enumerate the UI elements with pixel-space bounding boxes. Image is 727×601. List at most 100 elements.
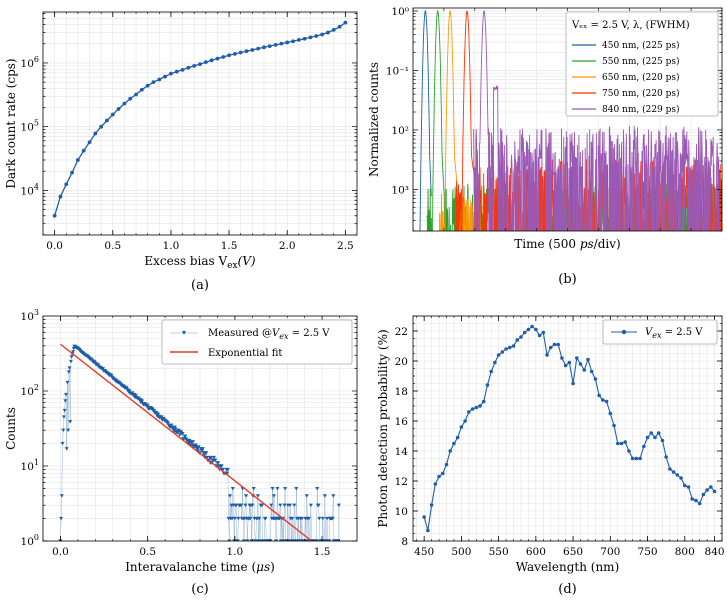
- panel-d-tick-label-y: 18: [395, 386, 408, 398]
- panel-d-data-point: [515, 338, 520, 342]
- panel-d-tick-label-x: 750: [638, 546, 658, 558]
- panel-c-measured-point: [308, 503, 313, 508]
- panel-c-tick-label-y-exp: 0: [34, 533, 39, 542]
- panel-d-data-point: [534, 327, 538, 332]
- panel-c-measured-point: [320, 516, 325, 521]
- panel-a-data-point: [151, 80, 156, 85]
- panel-a-tick-label-x: 1.5: [221, 240, 238, 252]
- panel-c-legend: Measured @Vex = 2.5 V Exponential fit: [161, 319, 353, 365]
- panel-d-data-point: [541, 330, 546, 335]
- panel-d-data-point: [697, 501, 702, 506]
- panel-d-data-point: [526, 327, 531, 332]
- panel-d-data-point: [500, 350, 505, 354]
- panel-c-measured-point: [216, 461, 221, 465]
- panel-d-legend-series: Vex = 2.5 V: [645, 327, 703, 340]
- panel-a-data-point: [331, 28, 336, 32]
- panel-d-tick-label-x: 550: [489, 546, 509, 558]
- panel-c-tick-label-x: 1.0: [227, 546, 244, 558]
- panel-a-x-axis-label: Excess bias Vex(V): [144, 254, 256, 271]
- panel-c-measured-point: [69, 355, 74, 359]
- panel-d-legend-var: V: [645, 327, 654, 338]
- panel-d-data-point: [712, 489, 717, 494]
- panel-a-tick-label-y-exp: 6: [34, 55, 39, 64]
- panel-d-data-point: [653, 435, 657, 440]
- panel-c-legend-measured-var: V: [272, 328, 281, 339]
- panel-c-measured-point: [61, 415, 66, 419]
- panel-a-series-line: [53, 22, 346, 216]
- panel-a-data-point: [116, 107, 121, 111]
- panel-d-data-point: [649, 431, 654, 435]
- panel-c-measured-point: [130, 391, 135, 395]
- panel-c-measured-point: [239, 503, 244, 508]
- panel-c-measured-point: [236, 516, 241, 521]
- panel-d-data-point: [511, 344, 516, 348]
- panel-a-y-axis-label: Dark count rate (cps): [4, 58, 18, 188]
- panel-a-data-point: [192, 63, 197, 68]
- panel-c-measured-point: [234, 503, 239, 508]
- panel-b-legend: Vₑₓ = 2.5 V, λ, (FWHM) 450 nm, (225 ps) 5…: [565, 11, 719, 117]
- panel-c-measured-point: [322, 494, 327, 498]
- panel-a-caption: (a): [191, 278, 209, 293]
- panel-c-legend-box: [161, 319, 353, 365]
- panel-c-measured-point: [244, 494, 249, 498]
- panel-c-measured-point: [101, 367, 106, 371]
- panel-c-tick-label-y-exp: 1: [34, 458, 39, 467]
- panel-c-measured-point: [269, 503, 274, 508]
- panel-c-legend-fit: Exponential fit: [208, 348, 282, 359]
- panel-d-data-point: [642, 444, 646, 449]
- panel-a-tick-label-y: 105: [21, 119, 39, 134]
- panel-c-tick-label-y-base: 10: [21, 461, 34, 473]
- panel-c-measured-point: [64, 392, 69, 397]
- panel-c-measured-point: [260, 503, 265, 508]
- panel-c-measured-point: [304, 494, 309, 498]
- panel-b-tick-label-y: 10²: [391, 125, 409, 137]
- panel-d-data-point: [556, 342, 560, 347]
- panel-c-tick-label-x: 1.5: [314, 546, 331, 558]
- panel-a-data-point: [262, 45, 266, 50]
- panel-d-data-point: [675, 473, 680, 477]
- panel-d-ticks: 450 500 550 600 650 700 750 800 840 8 10 12 14 16 18 20…: [395, 315, 725, 558]
- panel-a-data-point: [163, 74, 168, 79]
- panel-d-x-axis-label: Wavelength (nm): [516, 560, 620, 574]
- panel-c-measured-point: [140, 399, 145, 404]
- panel-c-legend-measured: Measured @Vex = 2.5 V: [208, 328, 330, 341]
- panel-d-tick-label-y: 10: [395, 506, 408, 518]
- panel-d-legend: Vex = 2.5 V: [602, 319, 718, 345]
- panel-d-data-point: [582, 368, 587, 372]
- panel-d-tick-label-x: 450: [414, 546, 434, 558]
- panel-a-data-point: [122, 101, 127, 106]
- panel-c-measured-point: [183, 434, 188, 439]
- panel-c-measured-point: [275, 486, 280, 491]
- panel-d-tick-label-x: 600: [526, 546, 546, 558]
- panel-d-data-point: [623, 440, 628, 444]
- panel-a-data-point: [326, 30, 330, 35]
- panel-a-data-point: [343, 20, 348, 25]
- panel-c-measured-point: [245, 539, 250, 541]
- panel-b: 10⁰ 10⁻¹ 10² 10³ Vₑₓ = 2.5 V, λ, (FWHM) 450…: [367, 6, 723, 287]
- panel-d-data-point: [567, 360, 572, 365]
- panel-c-measured-point: [292, 503, 297, 508]
- panel-c-measured-point: [253, 539, 258, 541]
- panel-d-data-point: [489, 369, 493, 374]
- panel-c-x-axis-label-main: Interavalanche time (: [125, 560, 256, 574]
- panel-a-data-point: [296, 38, 301, 42]
- panel-c-tick-label-y: 103: [21, 308, 39, 323]
- panel-d-data-point: [537, 333, 542, 338]
- panel-c-measured-point: [66, 428, 71, 433]
- panel-a-data-point: [232, 51, 237, 56]
- panel-c-measured-point: [225, 471, 230, 476]
- panel-c-measured-point: [68, 420, 73, 424]
- panel-c-measured-point: [327, 539, 332, 541]
- panel-a-tick-label-y-base: 10: [21, 58, 34, 70]
- panel-a-data-point: [139, 87, 144, 92]
- panel-d-caption: (d): [558, 582, 576, 597]
- panel-c-measured-point: [172, 429, 177, 434]
- panel-c-measured-point: [255, 494, 260, 498]
- panel-c-measured-point: [243, 503, 248, 508]
- panel-c-measured-point: [204, 455, 209, 460]
- panel-d-data-point: [474, 405, 479, 410]
- panel-a-data-point: [221, 55, 226, 59]
- panel-c-measured-point: [315, 486, 320, 491]
- panel-a-data-point: [99, 124, 104, 129]
